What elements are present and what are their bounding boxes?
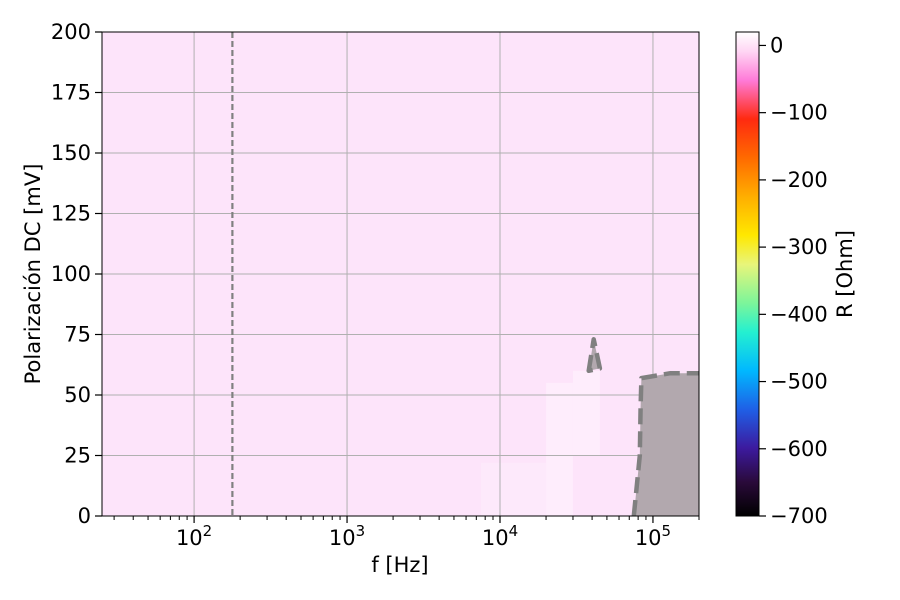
y-tick-label: 150 — [51, 141, 91, 165]
grid — [102, 31, 699, 517]
x-tick-label: 105 — [635, 522, 671, 550]
y-tick-label: 0 — [78, 504, 91, 528]
x-tick-label: 102 — [176, 522, 212, 550]
y-axis: 0 25 50 75 100 125 150 175 200 — [51, 20, 102, 528]
colorbar-tick-label: −400 — [770, 302, 828, 326]
heatmap-light-patch — [572, 370, 600, 456]
x-tick-label: 103 — [329, 522, 365, 550]
colorbar: 0 −100 −200 −300 −400 −500 −600 −700 R [Ohm] — [735, 31, 857, 528]
heatmap-light-patch — [480, 462, 547, 516]
region-fill — [633, 373, 699, 516]
region-boundary — [586, 337, 603, 374]
y-axis-label: Polarización DC [mV] — [21, 164, 45, 385]
colorbar-tick-label: −200 — [770, 168, 828, 192]
region-boundary — [631, 370, 699, 516]
y-tick-label: 75 — [64, 323, 91, 347]
x-axis-label: f [Hz] — [371, 553, 428, 577]
y-tick-label: 175 — [51, 81, 91, 105]
x-axis: 102 103 104 105 — [113, 516, 700, 550]
colorbar-tick-label: 0 — [770, 33, 783, 57]
colorbar-gradient — [735, 31, 760, 517]
y-tick-label: 50 — [64, 383, 91, 407]
y-tick-label: 200 — [51, 20, 91, 44]
y-tick-label: 25 — [64, 444, 91, 468]
y-tick-label: 125 — [51, 202, 91, 226]
colorbar-tick-label: −300 — [770, 235, 828, 259]
colorbar-tick-label: −100 — [770, 101, 828, 125]
heatmap-light-patch — [546, 382, 573, 516]
x-tick-label: 104 — [482, 522, 518, 550]
colorbar-tick-label: −600 — [770, 437, 828, 461]
y-tick-label: 100 — [51, 262, 91, 286]
colorbar-ticks: 0 −100 −200 −300 −400 −500 −600 −700 — [759, 33, 828, 528]
colorbar-tick-label: −500 — [770, 370, 828, 394]
plot-area: 102 103 104 105 0 25 50 75 100 125 150 175 200 — [51, 20, 700, 550]
colorbar-label: R [Ohm] — [833, 230, 857, 318]
colorbar-tick-label: −700 — [770, 504, 828, 528]
